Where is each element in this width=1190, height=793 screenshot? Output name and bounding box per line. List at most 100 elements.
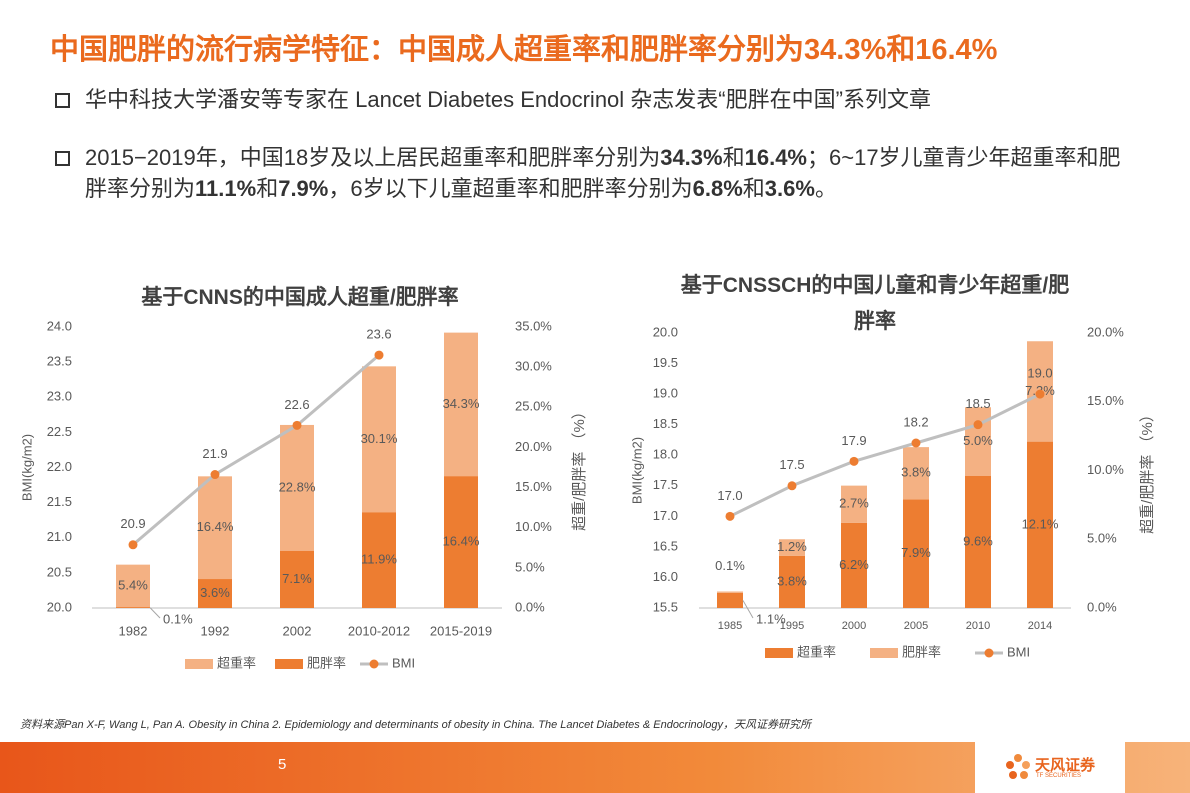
bmi-point [1035, 389, 1045, 399]
bar [362, 512, 396, 608]
data-label: 30.1% [361, 431, 398, 446]
bar [779, 555, 805, 608]
y-tick-label: 20.5 [47, 564, 72, 579]
data-label: 21.9 [202, 446, 227, 461]
bullet-marker [55, 93, 70, 108]
y-tick-label: 15.5 [653, 599, 678, 614]
bar [1027, 441, 1053, 608]
x-tick-label: 2010 [966, 620, 990, 632]
data-label: 6.2% [839, 557, 869, 572]
y-tick-label: 19.0 [653, 386, 678, 401]
y2-tick-label: 35.0% [515, 318, 552, 333]
legend-swatch [275, 659, 303, 669]
data-label: 5.0% [963, 433, 993, 448]
bar [841, 522, 867, 608]
source-note: 资料来源Pan X-F, Wang L, Pan A. Obesity in C… [20, 719, 811, 731]
y2-tick-label: 15.0% [1087, 393, 1124, 408]
data-label: 0.1% [715, 558, 745, 573]
data-label: 3.8% [777, 573, 807, 588]
legend-label: 超重率 [797, 644, 836, 659]
data-label: 23.6 [366, 327, 391, 342]
bullet-run: 和 [256, 176, 279, 201]
bmi-point [374, 350, 384, 360]
y2-tick-label: 30.0% [515, 359, 552, 374]
bmi-line [132, 353, 380, 546]
bullet-run: 2015−2019年，中国18岁及以上居民超重率和肥胖率分别为 [85, 145, 661, 170]
chart-title: 基于CNSSCH的中国儿童和青少年超重/肥胖率 [680, 274, 1070, 333]
legend-label: BMI [1007, 644, 1030, 659]
y2-tick-label: 5.0% [515, 559, 545, 574]
bar [717, 591, 743, 593]
bullet-text: 华中科技大学潘安等专家在 Lancet Diabetes Endocrinol … [85, 84, 1140, 115]
y-tick-label: 16.5 [653, 538, 678, 553]
bar [116, 564, 150, 608]
data-label: 18.5 [965, 396, 990, 411]
data-label: 3.6% [200, 585, 230, 600]
y-tick-label: 17.5 [653, 477, 678, 492]
bullet-run: 34.3% [660, 145, 723, 170]
legend-swatch [870, 648, 898, 658]
logo-box [975, 742, 1125, 793]
bar [841, 485, 867, 523]
x-tick-label: 2000 [842, 620, 866, 632]
y-tick-label: 17.0 [653, 508, 678, 523]
label-leader [149, 607, 161, 619]
logo-subtitle: TF SECURITIES [1036, 773, 1082, 779]
x-tick-label: 2005 [904, 620, 928, 632]
bmi-point [725, 511, 735, 521]
y2-tick-label: 0.0% [515, 599, 545, 614]
bar [198, 579, 232, 608]
page-number: 5 [278, 756, 287, 773]
logo-icon [1006, 754, 1030, 779]
bullet: 华中科技大学潘安等专家在 Lancet Diabetes Endocrinol … [55, 84, 1140, 115]
bullet-run: 和 [742, 176, 765, 201]
bmi-point [787, 481, 797, 491]
x-tick-label: 2014 [1028, 620, 1052, 632]
data-label: 17.0 [717, 488, 742, 503]
y-tick-label: 23.0 [47, 389, 72, 404]
y-tick-label: 23.5 [47, 354, 72, 369]
bmi-point [128, 540, 138, 550]
data-label: 16.4% [443, 534, 480, 549]
data-label: 17.5 [779, 457, 804, 472]
legend-swatch [185, 659, 213, 669]
bar [444, 476, 478, 608]
bar [717, 592, 743, 608]
data-label: 19.0 [1027, 366, 1052, 381]
y-tick-label: 18.5 [653, 416, 678, 431]
bullet-run: ；6~17岁儿童青少年超重率和肥胖率分别为 [85, 145, 1121, 201]
charts: 20.0 20.5 21.0 21.5 22.0 22.5 23.0 23.5 24.0 0.0%… [19, 318, 1156, 670]
x-tick-label: 1982 [119, 623, 148, 638]
y2-tick-label: 10.0% [515, 519, 552, 534]
data-label: 5.4% [118, 577, 148, 592]
bullet-run: 。 [814, 176, 837, 201]
legend-label: 肥胖率 [902, 644, 941, 659]
bullet-run: 和 [722, 145, 745, 170]
y-tick-label: 20.0 [653, 324, 678, 339]
bar [116, 607, 150, 608]
bar [779, 539, 805, 556]
data-label: 7.9% [901, 545, 931, 560]
x-tick-label: 2002 [283, 623, 312, 638]
bar [280, 550, 314, 608]
y-tick-label: 22.5 [47, 424, 72, 439]
y-axis-title: BMI(kg/m2) [629, 437, 644, 504]
y2-tick-label: 10.0% [1087, 462, 1124, 477]
y-tick-label: 21.5 [47, 494, 72, 509]
legend-label: BMI [392, 655, 415, 670]
x-tick-label: 1985 [718, 620, 742, 632]
data-label: 1.2% [777, 539, 807, 554]
bullet-run: 11.1% [195, 176, 257, 201]
bmi-point [911, 438, 921, 448]
data-label: 22.8% [279, 479, 316, 494]
legend-swatch [984, 648, 994, 658]
y2-tick-label: 20.0% [1087, 324, 1124, 339]
y2-tick-label: 5.0% [1087, 531, 1117, 546]
logo-name: 天风证券 [1035, 757, 1096, 774]
bmi-point [292, 420, 302, 430]
data-label: 34.3% [443, 396, 480, 411]
bmi-line [729, 392, 1041, 518]
data-label: 22.6 [284, 397, 309, 412]
data-label: 9.6% [963, 533, 993, 548]
bullet-run: ，6岁以下儿童超重率和肥胖率分别为 [328, 176, 693, 201]
